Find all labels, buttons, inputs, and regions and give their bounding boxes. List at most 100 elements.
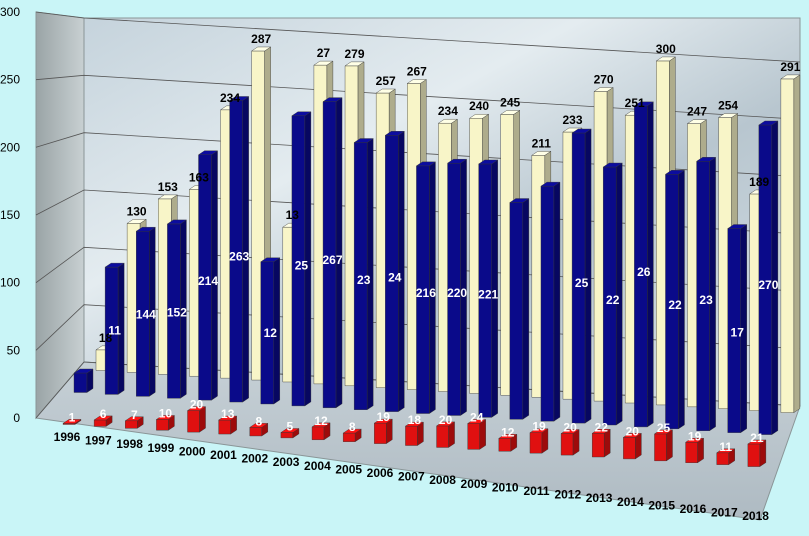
- bar-blue-2017: [727, 224, 748, 434]
- data-label-yellow: 234: [220, 91, 240, 105]
- bar-red-2018: [747, 439, 767, 467]
- bar-red-2005: [342, 428, 362, 443]
- data-label-yellow: 189: [749, 175, 769, 189]
- y-tick-label: 50: [7, 343, 21, 357]
- bar-red-2008: [435, 421, 456, 448]
- bar-blue-2010: [509, 198, 530, 420]
- x-tick-label: 2015: [648, 498, 675, 512]
- bar-blue-2000: [197, 150, 219, 401]
- data-label-yellow: 300: [656, 42, 676, 56]
- data-label-blue: 23: [357, 273, 371, 287]
- bar-red-2011: [529, 428, 549, 454]
- bar-blue-1998: [135, 226, 156, 397]
- data-label-yellow: 279: [344, 47, 364, 61]
- data-label-yellow: 257: [376, 74, 396, 88]
- x-tick-label: 2006: [367, 466, 394, 480]
- y-tick-label: 250: [0, 73, 20, 87]
- x-tick-label: 2016: [680, 502, 707, 516]
- bar-blue-2004: [322, 97, 343, 409]
- gridline: [35, 361, 801, 419]
- x-tick-label: 2018: [742, 509, 769, 523]
- x-tick-label: 2007: [398, 470, 425, 484]
- bar-red-2001: [217, 415, 238, 435]
- bar-red-1997: [93, 415, 113, 427]
- data-label-red: 19: [377, 410, 391, 424]
- bar-blue-2012: [571, 128, 592, 424]
- data-label-red: 6: [100, 407, 107, 421]
- bar-blue-2008: [446, 158, 468, 416]
- data-label-blue: 24: [388, 271, 402, 285]
- data-label-blue: 144: [136, 308, 156, 322]
- data-label-red: 7: [131, 408, 138, 422]
- data-label-red: 24: [470, 411, 484, 425]
- bar-red-1999: [155, 415, 176, 431]
- data-label-yellow: 254: [718, 99, 738, 113]
- data-label-red: 1: [69, 410, 76, 424]
- data-label-red: 8: [349, 420, 356, 434]
- data-label-red: 20: [563, 421, 577, 435]
- gridline: [35, 11, 801, 63]
- data-label-red: 19: [532, 420, 546, 434]
- data-label-red: 22: [595, 420, 609, 434]
- data-label-red: 19: [688, 429, 702, 443]
- bar-red-1996: [62, 419, 82, 425]
- bar-red-2010: [498, 433, 518, 452]
- data-label-red: 11: [719, 440, 732, 454]
- data-label-blue: 214: [198, 274, 218, 288]
- data-label-red: 20: [626, 424, 640, 438]
- x-tick-label: 2002: [241, 452, 268, 466]
- x-tick-label: 2005: [335, 462, 362, 476]
- gridlines: [35, 11, 801, 419]
- gridline: [35, 304, 801, 351]
- data-label-yellow: 153: [158, 180, 178, 194]
- bar-blue-2007: [415, 161, 437, 414]
- data-label-blue: 220: [447, 286, 467, 300]
- data-label-yellow: 291: [780, 60, 800, 74]
- x-axis: 1996 1997 1998 1999 2000 2001 2002 2003 2004 2005…: [54, 430, 770, 523]
- gridline: [35, 74, 801, 120]
- y-axis: 0 50 100 150 200 250 300: [0, 5, 20, 425]
- bar-blue-2011: [540, 181, 561, 422]
- data-label-blue: 25: [575, 276, 589, 290]
- bar-blue-2001: [228, 96, 250, 403]
- bar-red-2013: [591, 428, 611, 458]
- bar-red-2009: [467, 419, 487, 450]
- bar-blue-1996: [73, 368, 94, 393]
- x-tick-label: 2010: [492, 480, 519, 494]
- data-label-yellow: 211: [532, 136, 552, 150]
- y-tick-label: 0: [13, 411, 20, 425]
- data-label-blue: 221: [478, 287, 498, 301]
- x-tick-label: 1998: [116, 437, 143, 451]
- data-label-red: 18: [408, 413, 422, 427]
- data-label-yellow: 247: [687, 105, 707, 119]
- gridline: [35, 246, 801, 292]
- side-wall: [35, 11, 85, 420]
- bar-blue-2016: [695, 156, 717, 432]
- bars-layer: [62, 46, 801, 467]
- data-label-blue: 270: [758, 278, 778, 292]
- x-tick-label: 2008: [429, 473, 456, 487]
- data-label-yellow: 245: [500, 95, 520, 109]
- bar-red-2012: [560, 429, 580, 456]
- data-label-red: 20: [439, 413, 453, 427]
- bar-red-2002: [249, 422, 269, 437]
- data-label-blue: 12: [264, 326, 278, 340]
- bar-blue-2006: [384, 130, 405, 412]
- data-label-yellow: 270: [594, 73, 614, 87]
- bar-red-2000: [186, 406, 207, 433]
- data-label-yellow: 251: [625, 96, 645, 110]
- x-tick-label: 2014: [617, 495, 644, 509]
- y-tick-label: 300: [0, 5, 20, 19]
- y-tick-label: 100: [0, 276, 20, 290]
- x-tick-label: 1999: [148, 441, 175, 455]
- x-tick-label: 2001: [210, 448, 237, 462]
- bar-red-2007: [404, 421, 425, 446]
- data-label-yellow: 130: [127, 204, 147, 218]
- data-label-yellow: 233: [562, 113, 582, 127]
- data-label-yellow: 27: [317, 46, 331, 60]
- data-label-blue: 26: [637, 265, 651, 279]
- x-tick-label: 2009: [461, 477, 488, 491]
- bar-blue-2002: [260, 257, 281, 405]
